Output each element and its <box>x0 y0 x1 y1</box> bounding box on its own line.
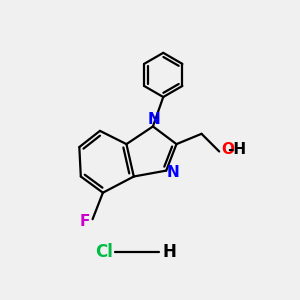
Text: O: O <box>221 142 234 158</box>
Text: -H: -H <box>227 142 246 158</box>
Text: Cl: Cl <box>95 243 113 261</box>
Text: N: N <box>166 165 179 180</box>
Text: H: H <box>162 243 176 261</box>
Text: F: F <box>79 214 89 229</box>
Text: N: N <box>148 112 161 128</box>
